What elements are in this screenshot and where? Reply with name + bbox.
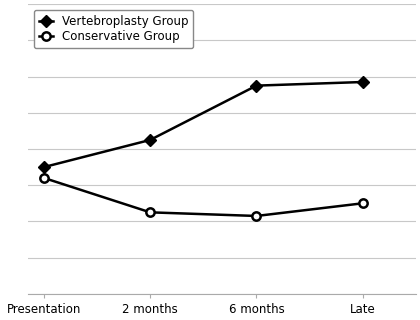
Legend: Vertebroplasty Group, Conservative Group: Vertebroplasty Group, Conservative Group: [34, 10, 194, 48]
Conservative Group: [360, 201, 365, 205]
Conservative Group: [148, 211, 153, 214]
Line: Vertebroplasty Group: Vertebroplasty Group: [40, 78, 367, 171]
Conservative Group: [254, 214, 259, 218]
Vertebroplasty Group: [360, 80, 365, 84]
Vertebroplasty Group: [42, 165, 47, 169]
Conservative Group: [42, 176, 47, 180]
Vertebroplasty Group: [148, 138, 153, 142]
Line: Conservative Group: Conservative Group: [40, 174, 367, 220]
Vertebroplasty Group: [254, 84, 259, 88]
